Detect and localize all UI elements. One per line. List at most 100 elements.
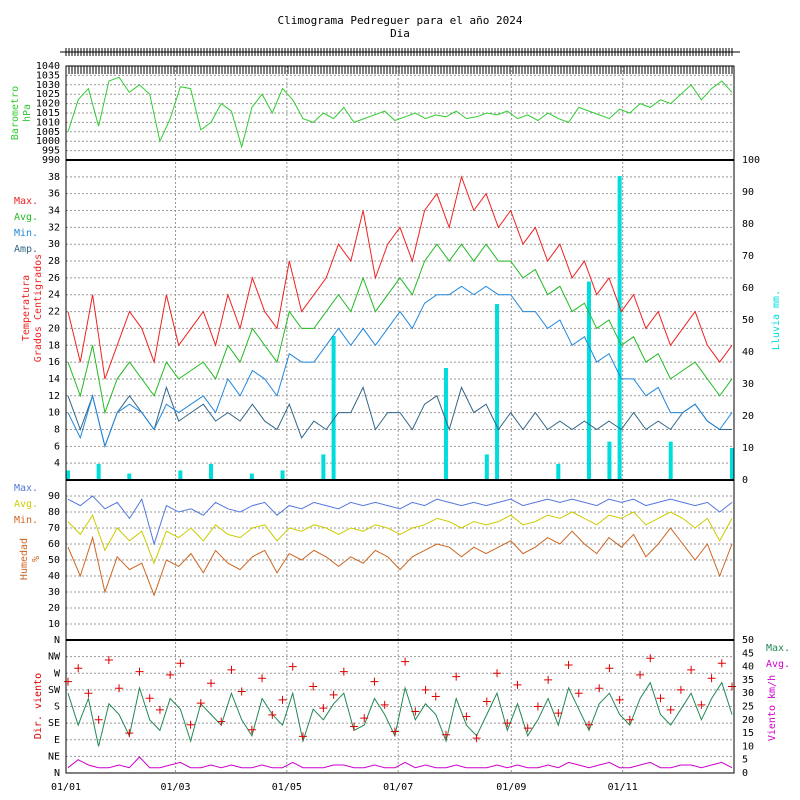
y-tick-label: 40 — [48, 571, 60, 582]
wind-direction-marker — [155, 705, 164, 714]
wind-dir-tick-label: SE — [48, 718, 60, 729]
wind-direction-marker — [431, 692, 440, 701]
wind-dir-axis-label: Dir. viento — [33, 673, 44, 739]
wind-direction-marker — [636, 670, 645, 679]
month-tick-label: 01/09 — [496, 782, 526, 793]
y-tick-label: 10 — [48, 619, 60, 630]
rain-bar — [178, 470, 183, 480]
wind-speed-tick-label: 5 — [742, 755, 748, 766]
wind-legend-max: Max. — [766, 643, 790, 654]
humidity-avg-line — [67, 511, 733, 565]
wind-direction-marker — [309, 682, 318, 691]
wind-direction-marker — [482, 697, 491, 706]
rain-bar — [280, 470, 285, 480]
wind-speed-tick-label: 20 — [742, 715, 754, 726]
rain-bar — [209, 464, 214, 480]
wind-direction-marker — [360, 714, 369, 723]
rain-tick-label: 30 — [742, 379, 754, 390]
humidity-unit-label: % — [31, 556, 42, 562]
wind-direction-marker — [401, 657, 410, 666]
y-tick-label: 1005 — [36, 127, 60, 138]
wind-direction-marker — [258, 674, 267, 683]
wind-dir-tick-label: NE — [48, 751, 60, 762]
panel-frame-temperature — [65, 159, 735, 481]
wind-speed-tick-label: 15 — [742, 728, 754, 739]
temp-legend-2: Min. — [14, 228, 38, 239]
temp-amplitude-line — [67, 385, 732, 449]
wind-direction-marker — [472, 734, 481, 743]
y-tick-label: 80 — [48, 507, 60, 518]
wind-direction-marker — [64, 677, 72, 686]
humidity-min-line — [67, 527, 733, 597]
y-tick-label: 60 — [48, 539, 60, 550]
wind-direction-marker — [462, 712, 471, 721]
wind-direction-marker — [339, 667, 348, 676]
wind-direction-marker — [421, 685, 430, 694]
month-tick-label: 01/11 — [608, 782, 638, 793]
wind-direction-marker — [115, 684, 124, 693]
wind-direction-marker — [166, 670, 175, 679]
wind-direction-marker — [697, 700, 706, 709]
y-tick-label: 22 — [48, 307, 60, 318]
wind-speed-tick-label: 35 — [742, 675, 754, 686]
wind-direction-marker — [207, 679, 216, 688]
month-tick-label: 01/03 — [160, 782, 190, 793]
y-tick-label: 34 — [48, 206, 60, 217]
rain-bar — [127, 473, 132, 480]
y-tick-label: 1025 — [36, 89, 60, 100]
wind-direction-marker — [329, 690, 338, 699]
wind-direction-marker — [94, 715, 103, 724]
temp-axis-label: Temperatura — [21, 275, 32, 341]
wind-direction-marker — [687, 665, 696, 674]
wind-direction-marker — [268, 710, 277, 719]
y-tick-label: 90 — [48, 491, 60, 502]
y-tick-label: 10 — [48, 408, 60, 419]
pressure-unit-label: hPa — [22, 104, 33, 122]
y-tick-label: 70 — [48, 523, 60, 534]
wind-direction-marker — [625, 715, 634, 724]
wind-direction-marker — [370, 677, 379, 686]
rain-bar — [484, 454, 489, 480]
y-tick-label: 990 — [42, 155, 60, 166]
rain-bar — [495, 304, 500, 480]
wind-dir-tick-label: SW — [48, 685, 61, 696]
temp-legend-3: Amp. — [14, 244, 38, 255]
rain-bar — [668, 441, 673, 480]
rain-tick-label: 70 — [742, 251, 754, 262]
y-tick-label: 14 — [48, 374, 60, 385]
wind-direction-marker — [666, 705, 675, 714]
wind-direction-marker — [176, 659, 185, 668]
humidity-axis-label: Humedad — [19, 538, 30, 580]
wind-direction-marker — [380, 700, 389, 709]
wind-dir-tick-label: S — [54, 702, 60, 713]
wind-direction-marker — [145, 694, 154, 703]
rain-tick-label: 90 — [742, 187, 754, 198]
rain-bar — [607, 441, 612, 480]
y-tick-label: 36 — [48, 189, 60, 200]
humidity-max-line — [67, 495, 733, 546]
y-tick-label: 28 — [48, 256, 60, 267]
wind-avg-line — [67, 756, 733, 769]
humidity-legend-0: Max. — [14, 483, 38, 494]
y-tick-label: 12 — [48, 391, 60, 402]
y-tick-label: 32 — [48, 222, 60, 233]
month-tick-label: 01/07 — [383, 782, 413, 793]
wind-direction-marker — [135, 667, 144, 676]
wind-direction-marker — [503, 719, 512, 728]
y-tick-label: 1000 — [36, 136, 60, 147]
y-tick-label: 1040 — [36, 61, 60, 72]
wind-direction-marker — [104, 655, 113, 664]
rain-bar — [331, 336, 336, 480]
wind-direction-marker — [441, 730, 450, 739]
temp-unit-label: Grados Centigrados — [33, 254, 44, 362]
wind-dir-tick-label: N — [54, 635, 60, 646]
rain-bar — [249, 473, 254, 480]
y-tick-label: 30 — [48, 587, 60, 598]
rain-bar — [586, 281, 591, 480]
wind-dir-tick-label: N — [54, 768, 60, 779]
y-tick-label: 38 — [48, 172, 60, 183]
y-tick-label: 1015 — [36, 108, 60, 119]
rain-tick-label: 50 — [742, 315, 754, 326]
wind-direction-marker — [707, 674, 716, 683]
y-tick-label: 1020 — [36, 99, 60, 110]
